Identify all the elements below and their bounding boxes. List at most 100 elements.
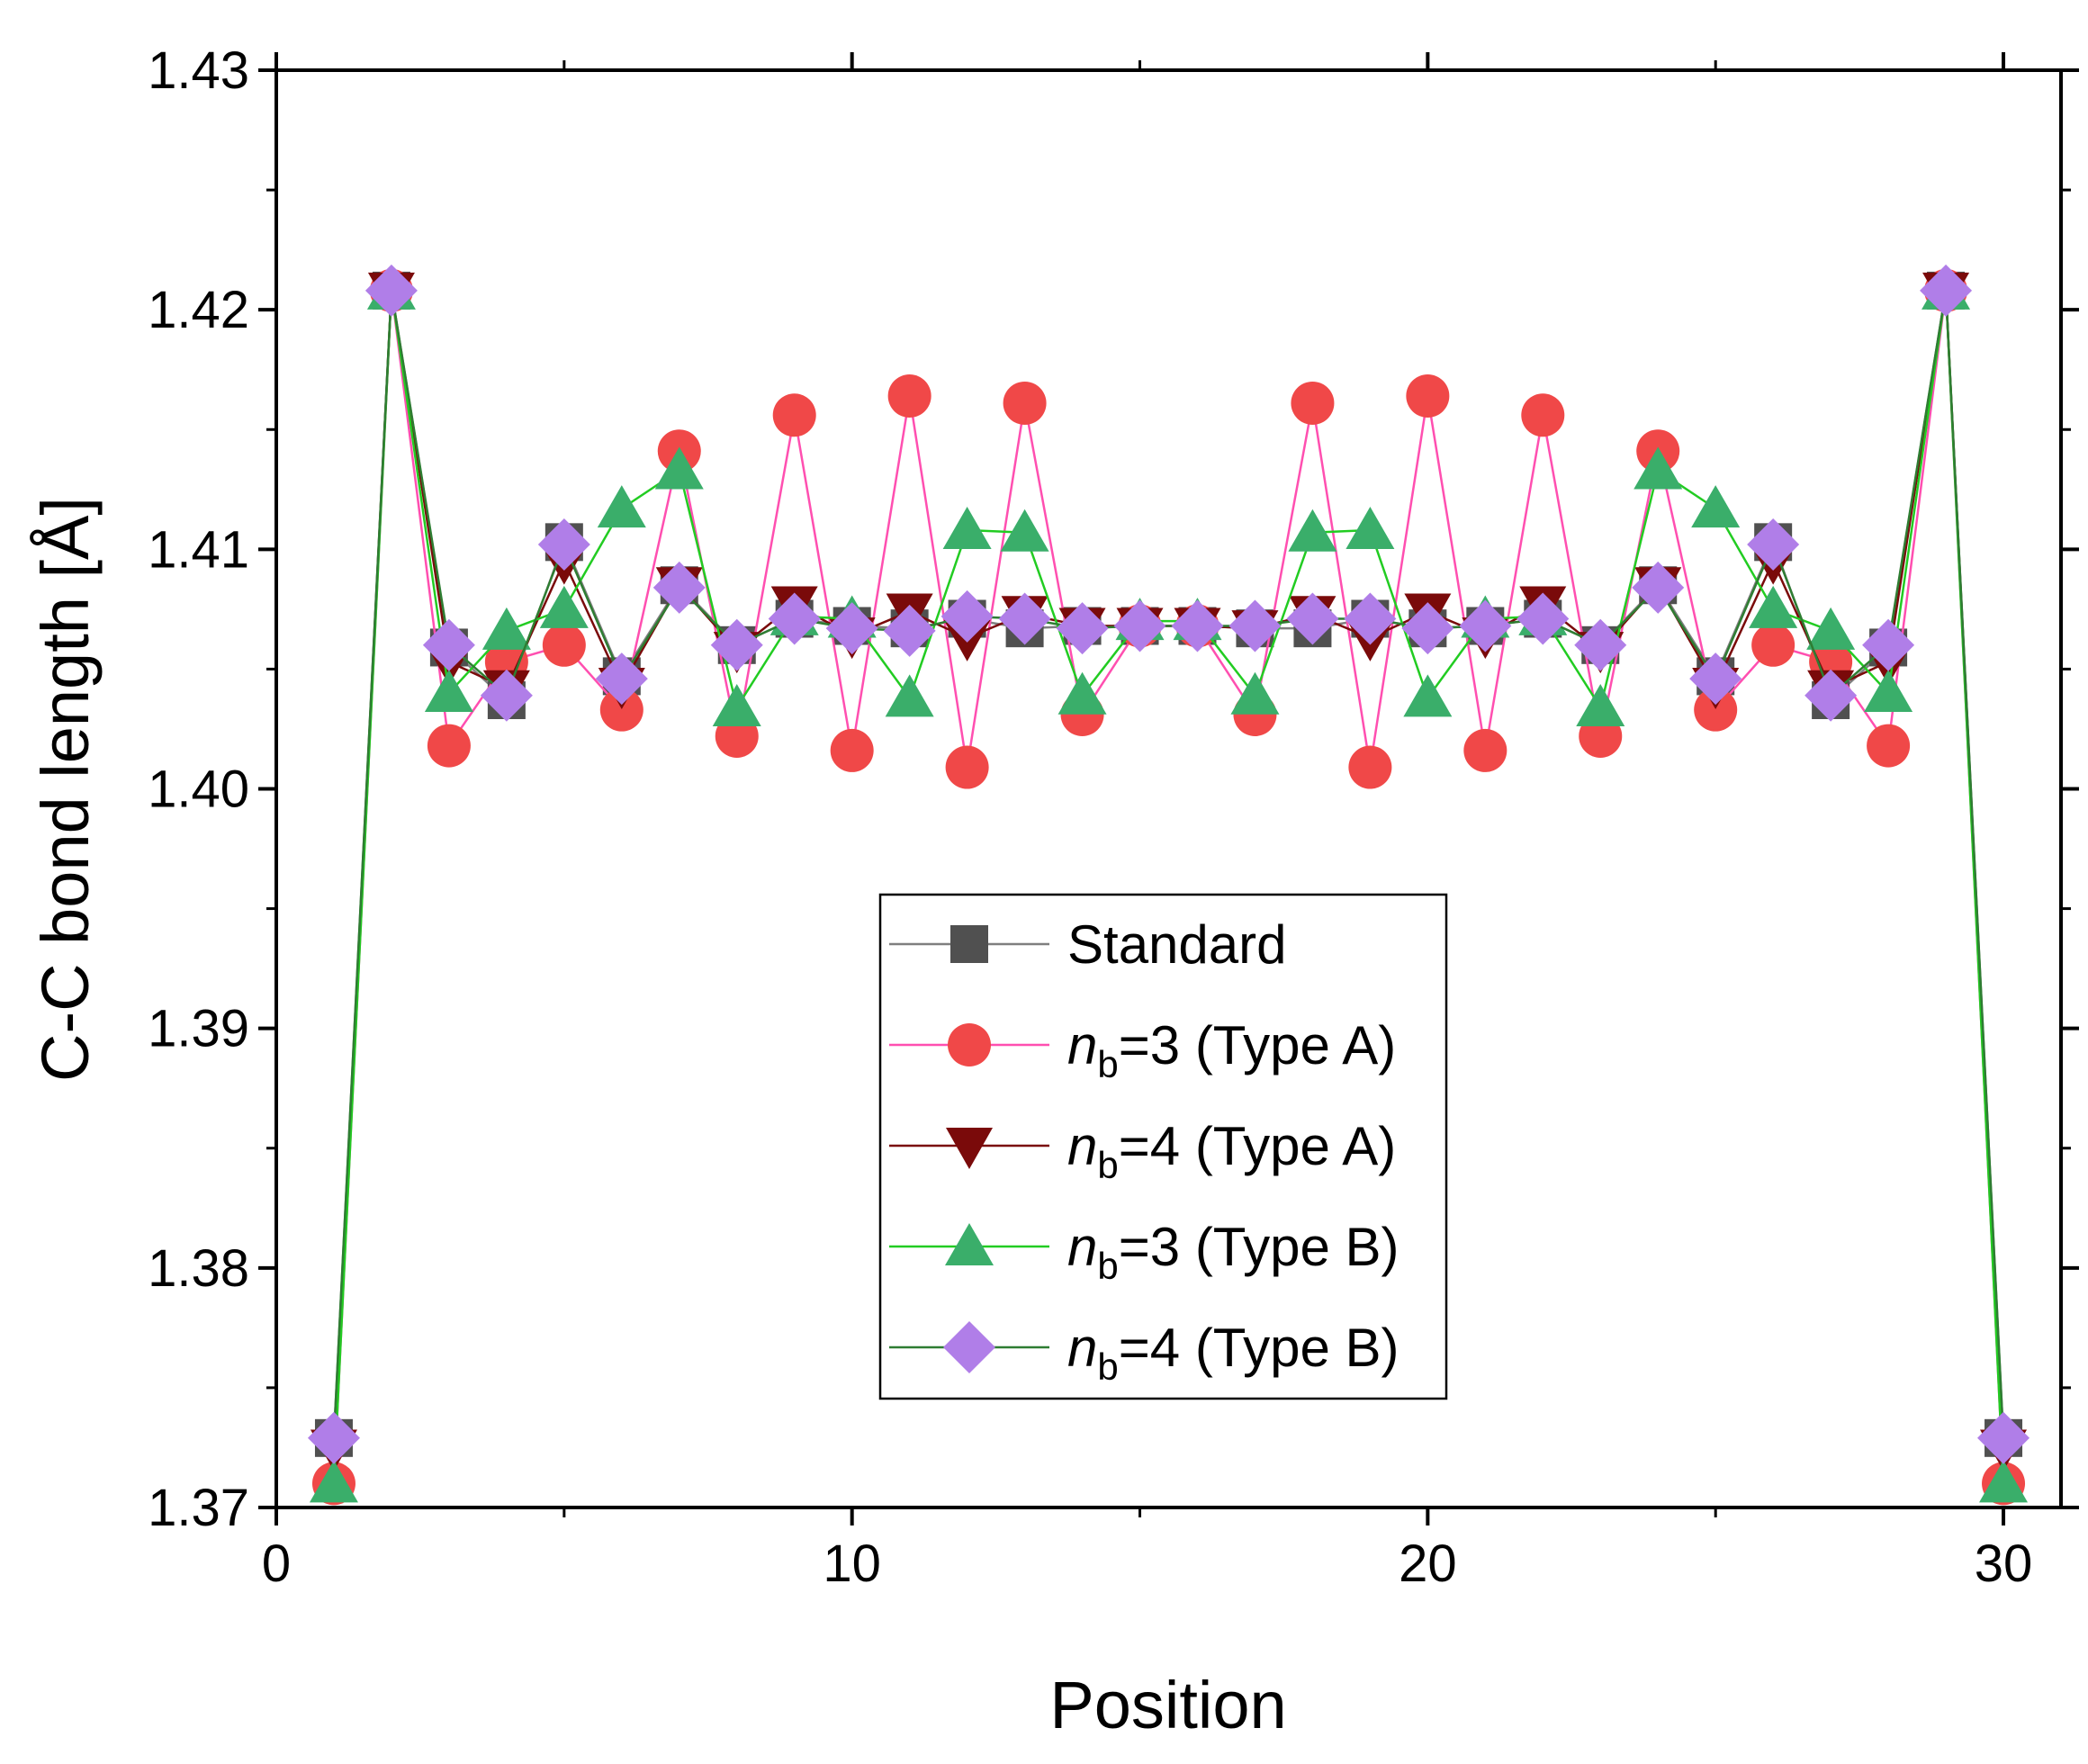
data-point <box>1288 508 1337 552</box>
data-point <box>942 507 992 550</box>
legend-label: Standard <box>1067 914 1287 975</box>
legend-marker <box>943 1321 995 1373</box>
legend-label: nb=3 (Type A) <box>1067 1015 1396 1085</box>
legend: Standard nb=3 (Type A) nb=4 (Type A) nb=3 (… <box>878 893 1448 1400</box>
legend-label: nb=4 (Type B) <box>1067 1318 1400 1388</box>
data-point <box>1691 485 1741 528</box>
y-axis-title: C-C bond length [Å] <box>28 497 103 1082</box>
y-tick-label: 1.43 <box>148 41 249 100</box>
data-point <box>1344 592 1397 645</box>
data-point <box>1459 599 1512 652</box>
data-point <box>825 602 878 655</box>
data-point <box>1000 508 1049 552</box>
data-point <box>1171 599 1224 652</box>
data-point <box>1521 393 1565 437</box>
data-point <box>1634 446 1683 490</box>
legend-item: nb=3 (Type B) <box>889 1217 1400 1287</box>
data-point <box>1574 618 1627 671</box>
legend-item: nb=4 (Type B) <box>889 1318 1400 1388</box>
x-tick-label: 20 <box>1399 1534 1457 1593</box>
ticks-layer: 0 10 20 30 1.37 1.38 1.39 1.40 1.41 1.42 1.43 <box>148 41 2079 1593</box>
data-point <box>1862 618 1915 671</box>
series-line <box>332 290 2005 1438</box>
legend-item: nb=4 (Type A) <box>889 1116 1396 1186</box>
data-point <box>1113 599 1166 652</box>
data-point <box>1632 561 1685 614</box>
y-tick-label: 1.39 <box>148 1000 249 1058</box>
data-point <box>1463 728 1508 772</box>
data-point <box>539 585 589 628</box>
data-point <box>1230 671 1280 715</box>
data-point <box>883 604 936 657</box>
data-point <box>424 670 473 713</box>
data-point <box>309 1460 358 1503</box>
data-point <box>364 264 418 317</box>
data-point <box>1864 670 1913 713</box>
data-point <box>940 590 994 643</box>
data-point <box>307 1411 360 1464</box>
data-point <box>1576 684 1625 727</box>
data-point <box>1689 652 1742 706</box>
data-point <box>887 374 932 418</box>
data-point <box>1804 669 1858 722</box>
data-point <box>1751 623 1796 667</box>
data-point <box>537 518 590 572</box>
data-point <box>1920 264 1973 317</box>
data-point <box>1003 381 1047 425</box>
data-point <box>1228 599 1282 652</box>
data-point <box>1401 602 1454 655</box>
series-layer <box>307 264 2030 1506</box>
data-point <box>652 561 706 614</box>
legend-marker <box>946 1128 993 1169</box>
data-point <box>1516 592 1570 645</box>
data-point <box>885 674 934 717</box>
data-point <box>542 623 586 667</box>
y-tick-label: 1.42 <box>148 281 249 339</box>
legend-item: nb=3 (Type A) <box>889 1015 1396 1085</box>
data-point <box>1056 602 1109 655</box>
series-5 <box>307 264 2030 1464</box>
y-tick-label: 1.38 <box>148 1239 249 1298</box>
data-point <box>768 592 821 645</box>
data-point <box>1406 374 1450 418</box>
data-point <box>1867 724 1911 768</box>
data-point <box>998 592 1051 645</box>
data-point <box>482 607 531 650</box>
data-point <box>1694 688 1738 732</box>
legend-label: nb=3 (Type B) <box>1067 1217 1400 1287</box>
data-point <box>427 724 471 768</box>
data-point <box>710 618 763 671</box>
data-point <box>422 618 475 671</box>
x-axis-title: Position <box>1049 1668 1286 1742</box>
x-tick-label: 0 <box>262 1534 291 1593</box>
data-point <box>1348 745 1392 789</box>
legend-marker <box>945 1223 994 1265</box>
data-point <box>945 745 989 789</box>
data-point <box>1749 585 1798 628</box>
y-tick-label: 1.37 <box>148 1479 249 1537</box>
x-tick-label: 30 <box>1975 1534 2033 1593</box>
data-point <box>1977 1411 2030 1464</box>
legend-marker <box>950 925 988 963</box>
data-point <box>1286 592 1339 645</box>
data-point <box>1058 671 1107 715</box>
data-point <box>1747 518 1800 572</box>
data-point <box>599 688 644 732</box>
legend-item: Standard <box>889 914 1287 975</box>
y-tick-label: 1.40 <box>148 760 249 819</box>
data-point <box>1291 381 1335 425</box>
data-point <box>595 652 648 706</box>
legend-label: nb=4 (Type A) <box>1067 1116 1396 1186</box>
data-point <box>712 684 761 727</box>
data-point <box>1806 607 1856 650</box>
data-point <box>1979 1460 2029 1503</box>
data-point <box>772 393 816 437</box>
data-point <box>1403 674 1453 717</box>
y-tick-label: 1.41 <box>148 520 249 579</box>
x-tick-label: 10 <box>823 1534 881 1593</box>
legend-marker <box>948 1023 991 1066</box>
data-point <box>654 446 704 490</box>
data-point <box>597 485 646 528</box>
data-point <box>830 728 874 772</box>
